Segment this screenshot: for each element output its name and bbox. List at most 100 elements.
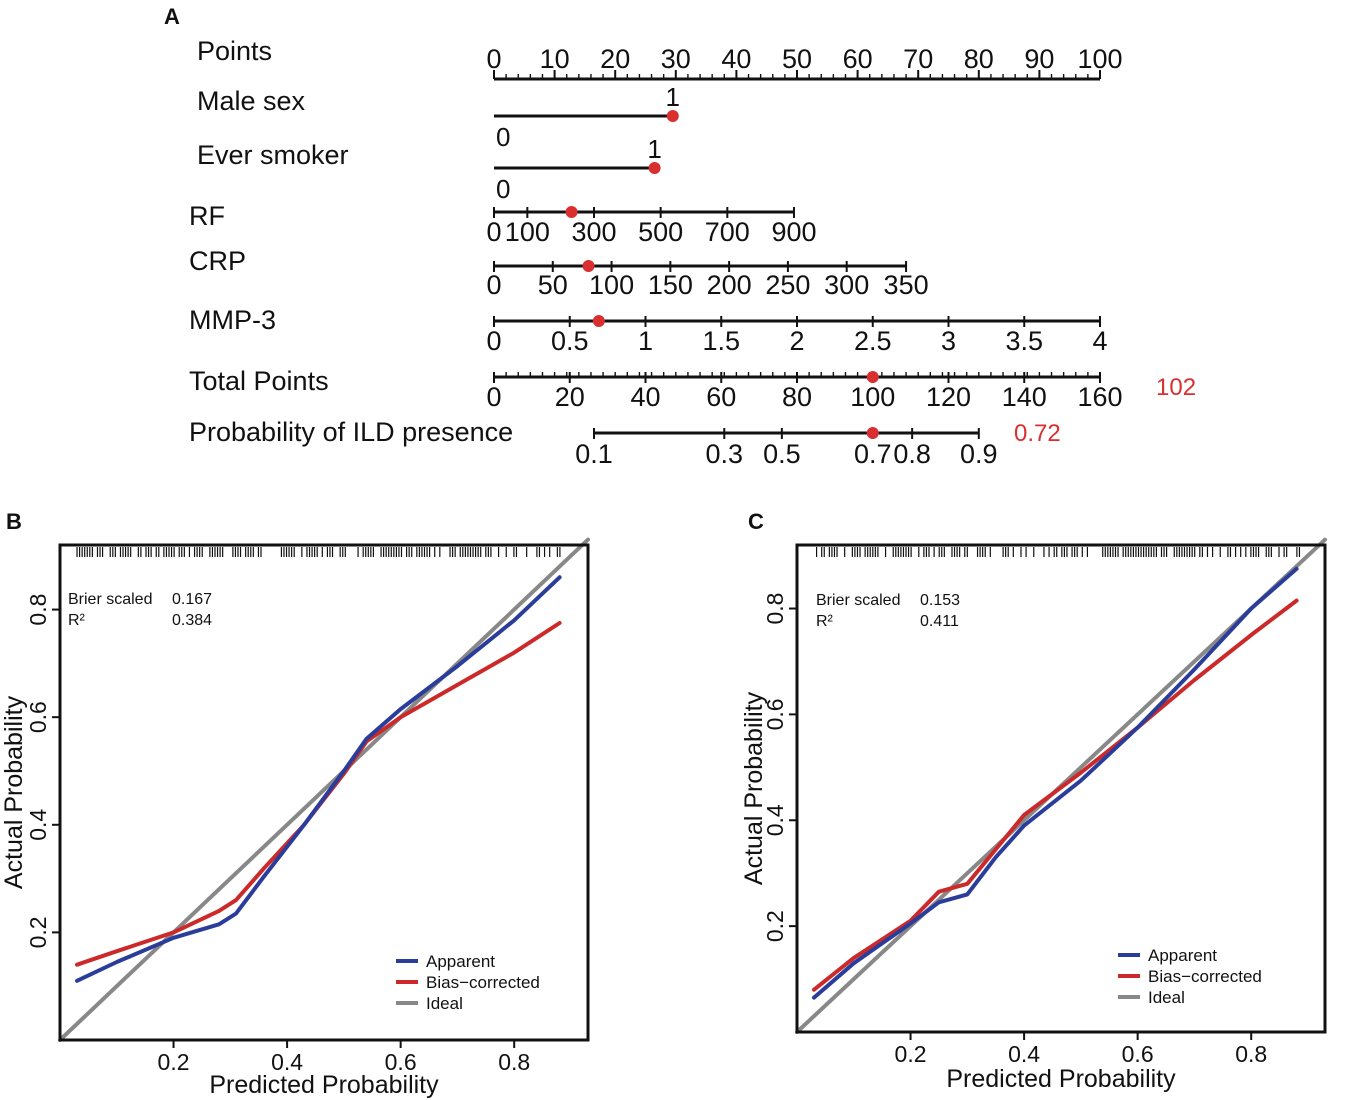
calibration-plot: B 0.2 0.4 0.6 0.8 0.2 0.4 0.6 0.8 Predicted Proba… bbox=[0, 509, 590, 1099]
tick-label: 0.9 bbox=[960, 439, 998, 469]
tick-label: 0.8 bbox=[893, 439, 931, 469]
tick-label: 200 bbox=[707, 270, 752, 300]
tick-label: 80 bbox=[782, 382, 812, 412]
y-axis-title: Actual Probability bbox=[740, 691, 768, 885]
series-line-apparent bbox=[812, 566, 1299, 1000]
tick-label: 50 bbox=[782, 44, 812, 74]
value-marker bbox=[866, 371, 879, 383]
stat-label: R² bbox=[68, 612, 86, 629]
tick-label: 500 bbox=[638, 217, 683, 247]
rug-ticks bbox=[76, 547, 561, 557]
calibration-plot: C 0.2 0.4 0.6 0.8 0.2 0.4 0.6 0.8 Predicted Proba… bbox=[740, 509, 1327, 1093]
tick-label: 120 bbox=[926, 382, 971, 412]
value-marker bbox=[648, 162, 661, 174]
row-label: MMP-3 bbox=[189, 305, 276, 335]
panel-label: B bbox=[6, 509, 22, 534]
y-tick-label: 0.2 bbox=[25, 916, 51, 948]
nomogram-row: Male sex 0 1 bbox=[197, 82, 680, 152]
tick-label: 100 bbox=[1077, 44, 1122, 74]
y-tick-label: 0.2 bbox=[762, 910, 788, 942]
tick-label: 4 bbox=[1092, 326, 1107, 356]
nomogram-row: Ever smoker 0 1 bbox=[197, 134, 662, 204]
tick-label: 1 bbox=[647, 134, 661, 164]
tick-label: 0 bbox=[486, 270, 501, 300]
tick-label: 100 bbox=[589, 270, 634, 300]
y-tick-label: 0.6 bbox=[762, 698, 788, 730]
tick-label: 0 bbox=[486, 326, 501, 356]
tick-label: 40 bbox=[721, 44, 751, 74]
stat-label: Brier scaled bbox=[68, 591, 152, 608]
nomogram-row: Total Points 0 20 40 60 80 100 120 140 160 102 bbox=[189, 366, 1196, 412]
stat-value: 0.167 bbox=[172, 591, 212, 608]
value-marker bbox=[666, 110, 679, 122]
tick-label: 3 bbox=[941, 326, 956, 356]
legend: Apparent Bias−corrected Ideal bbox=[396, 952, 540, 1013]
x-tick-label: 0.6 bbox=[1122, 1041, 1154, 1067]
tick-label: 60 bbox=[706, 382, 736, 412]
tick-label: 0.3 bbox=[706, 439, 744, 469]
tick-label: 0 bbox=[486, 44, 501, 74]
x-tick-label: 0.6 bbox=[385, 1049, 417, 1075]
tick-label: 0 bbox=[496, 174, 510, 204]
y-tick-label: 0.4 bbox=[25, 809, 51, 841]
row-label: Total Points bbox=[189, 366, 329, 396]
y-tick-label: 0.8 bbox=[25, 594, 51, 626]
tick-label: 3.5 bbox=[1005, 326, 1043, 356]
x-tick-label: 0.4 bbox=[271, 1049, 303, 1075]
x-tick-label: 0.2 bbox=[895, 1041, 927, 1067]
nomogram-row: Points 0 10 20 30 40 50 60 70 80 90 100 bbox=[197, 36, 1123, 81]
tick-label: 0 bbox=[486, 217, 501, 247]
series-line-apparent bbox=[75, 575, 562, 983]
tick-label: 60 bbox=[843, 44, 873, 74]
panel-label: C bbox=[748, 509, 764, 534]
tick-label: 900 bbox=[771, 217, 816, 247]
tick-label: 2.5 bbox=[854, 326, 892, 356]
stat-value: 0.153 bbox=[920, 592, 960, 609]
tick-label: 700 bbox=[705, 217, 750, 247]
row-label: Probability of ILD presence bbox=[189, 417, 513, 447]
legend-label: Ideal bbox=[426, 994, 463, 1013]
tick-label: 40 bbox=[630, 382, 660, 412]
value-marker bbox=[582, 260, 595, 272]
stat-value: 0.384 bbox=[172, 612, 212, 629]
stat-value: 0.411 bbox=[920, 613, 959, 630]
tick-label: 300 bbox=[824, 270, 869, 300]
rug-ticks bbox=[815, 547, 1301, 557]
row-label: Points bbox=[197, 36, 272, 66]
tick-label: 0.1 bbox=[575, 439, 613, 469]
value-marker bbox=[866, 427, 879, 439]
tick-label: 1 bbox=[666, 82, 680, 112]
tick-label: 0.5 bbox=[763, 439, 801, 469]
plot-frame-top bbox=[58, 543, 590, 1042]
tick-label: 80 bbox=[964, 44, 994, 74]
value-marker bbox=[592, 315, 605, 327]
legend-label: Ideal bbox=[1148, 988, 1185, 1007]
x-tick-label: 0.4 bbox=[1008, 1041, 1040, 1067]
nomogram-row: CRP 0 50 100 150 200 250 300 350 bbox=[189, 246, 929, 300]
legend-label: Bias−corrected bbox=[426, 973, 540, 992]
tick-label: 100 bbox=[505, 217, 550, 247]
row-label: CRP bbox=[189, 246, 246, 276]
nomogram-row: MMP-3 0 0.5 1 1.5 2 2.5 3 3.5 4 bbox=[189, 305, 1108, 356]
tick-label: 0.7 bbox=[854, 439, 892, 469]
tick-label: 300 bbox=[571, 217, 616, 247]
tick-label: 350 bbox=[884, 270, 929, 300]
legend: Apparent Bias−corrected Ideal bbox=[1118, 946, 1262, 1007]
result-value: 0.72 bbox=[1014, 420, 1061, 447]
result-value: 102 bbox=[1156, 374, 1196, 401]
tick-label: 160 bbox=[1077, 382, 1122, 412]
y-tick-label: 0.4 bbox=[762, 804, 788, 836]
tick-label: 20 bbox=[555, 382, 585, 412]
tick-label: 20 bbox=[600, 44, 630, 74]
row-label: RF bbox=[189, 201, 225, 231]
tick-label: 0.5 bbox=[551, 326, 589, 356]
tick-label: 140 bbox=[1002, 382, 1047, 412]
x-axis-title: Predicted Probability bbox=[946, 1065, 1176, 1093]
tick-label: 90 bbox=[1024, 44, 1054, 74]
legend-label: Apparent bbox=[1148, 946, 1217, 965]
tick-label: 150 bbox=[648, 270, 693, 300]
panel-label-a: A bbox=[164, 4, 180, 29]
